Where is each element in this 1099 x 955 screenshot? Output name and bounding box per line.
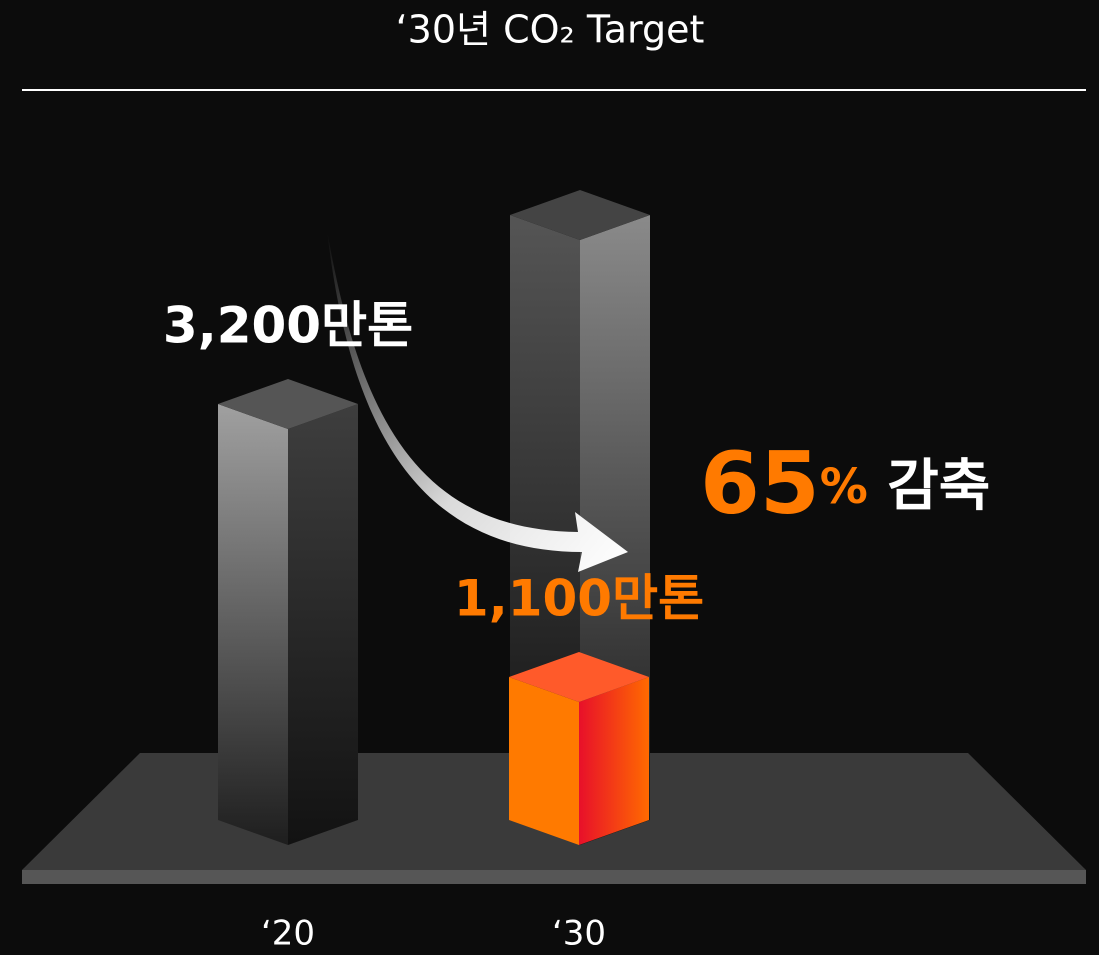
annotation: 65% 감축 (700, 434, 990, 534)
x-tick-label: ‘20 (261, 914, 315, 954)
bar (218, 379, 358, 845)
x-tick-label: ‘30 (552, 914, 606, 954)
bar-left-face (218, 404, 288, 845)
bar-top-face (509, 652, 649, 702)
reduction-arrow (327, 230, 628, 572)
bar-right-face (288, 404, 358, 845)
value-label: 1,100만톤 (454, 570, 704, 628)
bar-top-face (218, 379, 358, 429)
bar (509, 652, 649, 845)
bar-left-face (509, 677, 579, 845)
value-label: 3,200만톤 (163, 297, 413, 355)
chart-title: ‘30년 CO₂ Target (396, 8, 705, 52)
bar-right-face (579, 677, 649, 845)
floor-edge (22, 870, 1086, 884)
